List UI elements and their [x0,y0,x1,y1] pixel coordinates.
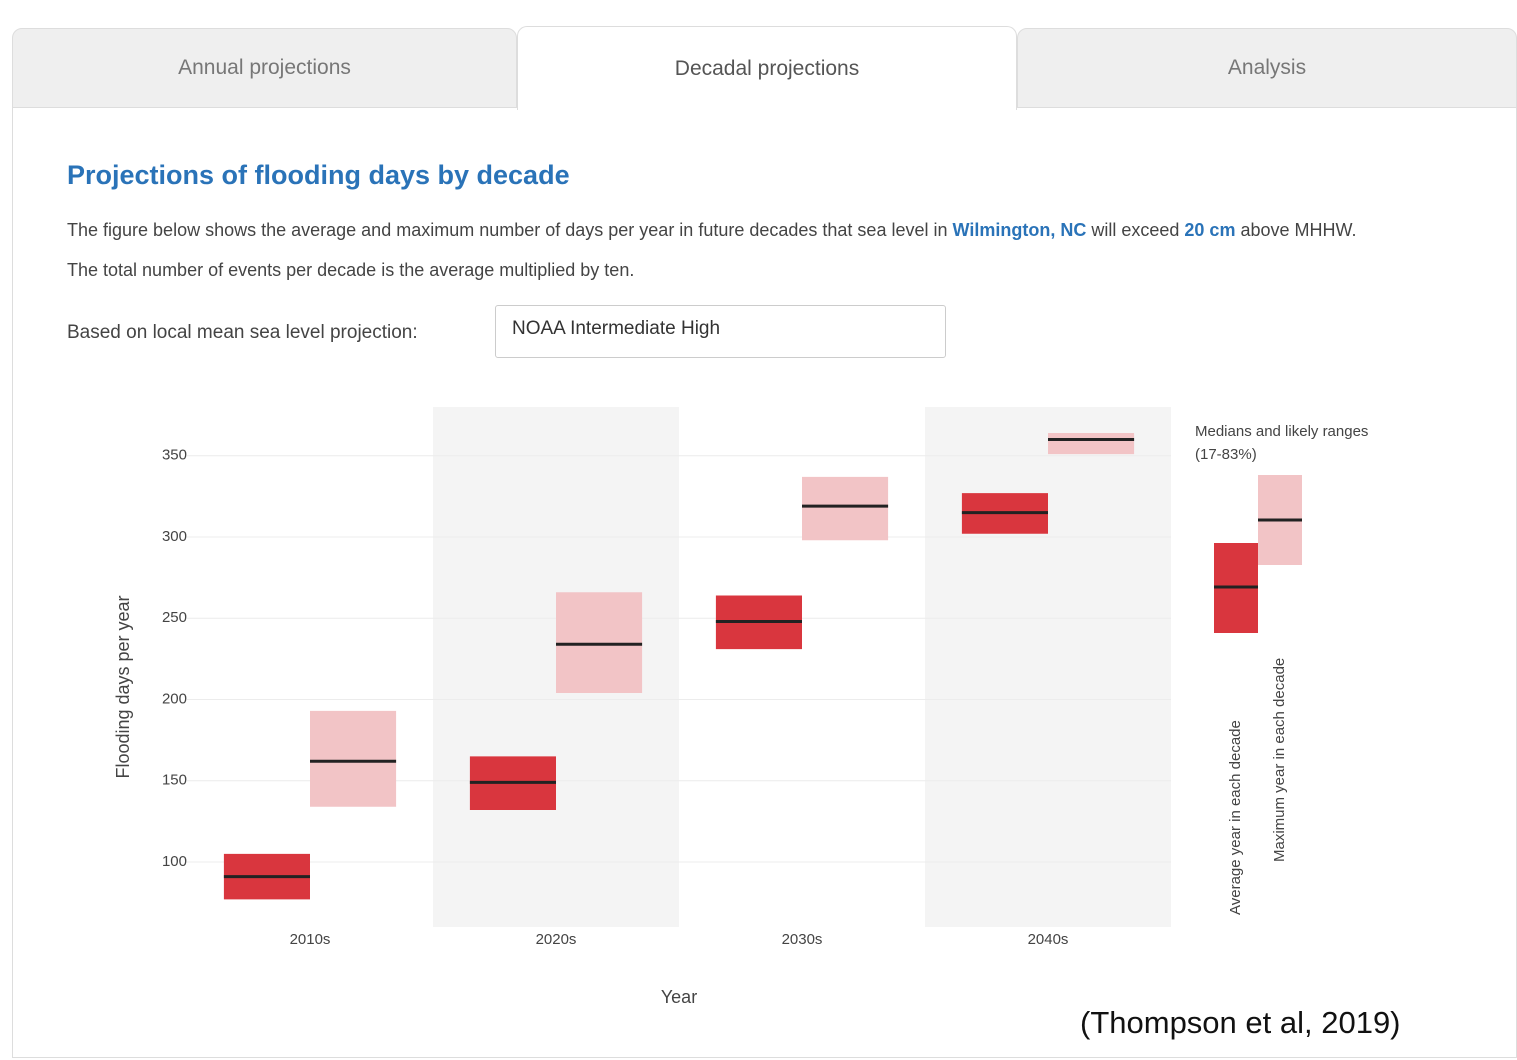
location: Wilmington, NC [952,220,1087,240]
range-box [556,592,643,693]
description: The figure below shows the average and m… [67,210,1377,290]
text: will exceed [1091,220,1180,240]
range-box [802,476,889,541]
chart: 100 150 200 250 300 350 Flooding days per year… [113,407,1302,1007]
tab[interactable]: Annual projections [12,28,517,108]
text: The figure below shows the average and m… [67,220,948,240]
y-tick-label: 300 [162,528,187,545]
select-label: Based on local mean sea level projection… [67,322,418,343]
x-axis-title: Year [661,987,697,1007]
y-tick-label: 100 [162,853,187,870]
heading: Projections of flooding days by decade [67,160,570,190]
citation: (Thompson et al, 2019) [1080,1005,1401,1040]
band-shade [925,407,1171,927]
x-tick-label: 2040s [1028,931,1069,948]
x-tick-label: 2020s [536,931,577,948]
y-tick-label: 150 [162,772,187,789]
tab[interactable]: Analysis [1017,28,1517,108]
y-tick-label: 350 [162,447,187,464]
text: above MHHW. The total number of events p… [67,220,1357,280]
x-tick-label: 2030s [782,931,823,948]
x-tick-label: 2010s [290,931,331,948]
legend-label: Average year in each decade [1227,720,1244,915]
select[interactable]: NOAA Intermediate High [495,305,946,358]
threshold: 20 cm [1184,220,1236,240]
y-tick-label: 250 [162,609,187,626]
y-tick-label: 200 [162,690,187,707]
tab-active[interactable]: Decadal projections [517,26,1017,110]
legend-label: Maximum year in each decade [1271,658,1288,862]
range-box [1048,433,1135,455]
legend-title: Medians and likely ranges (17-83%) [1195,423,1369,463]
y-axis-title: Flooding days per year [113,595,133,778]
range-box [310,710,397,807]
